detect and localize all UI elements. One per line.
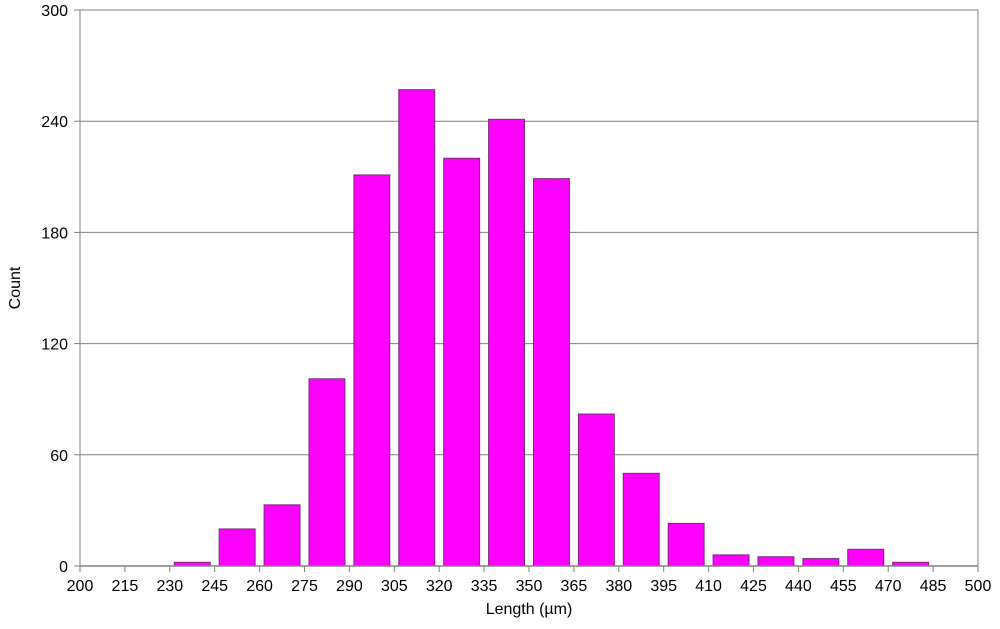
- x-tick-label: 260: [246, 578, 273, 595]
- plot-frame: [79, 9, 979, 567]
- bar: [802, 558, 840, 567]
- y-tick-label: 180: [41, 225, 68, 242]
- y-axis-label: Count: [7, 266, 24, 309]
- y-tick-label: 0: [59, 559, 68, 576]
- bar: [263, 504, 301, 567]
- bar: [532, 178, 570, 567]
- bar: [577, 413, 615, 567]
- x-tick-label: 320: [426, 578, 453, 595]
- x-tick-label: 395: [650, 578, 677, 595]
- bar: [443, 157, 481, 567]
- x-tick-label: 200: [67, 578, 94, 595]
- bar: [712, 554, 750, 567]
- y-tick-label: 120: [41, 337, 68, 354]
- x-tick-label: 425: [740, 578, 767, 595]
- bar: [667, 522, 705, 567]
- x-tick-label: 470: [875, 578, 902, 595]
- x-tick-label: 485: [920, 578, 947, 595]
- x-tick-label: 245: [201, 578, 228, 595]
- x-tick-label: 335: [471, 578, 498, 595]
- x-tick-labels: 200 215 230 245 260 275 290 305 320 335 350 365 380 3…: [67, 578, 992, 595]
- gridlines: [80, 9, 978, 456]
- x-tick-label: 440: [785, 578, 812, 595]
- x-tick-label: 365: [561, 578, 588, 595]
- bar: [353, 174, 391, 567]
- axes: [74, 9, 979, 572]
- bars: [173, 89, 930, 567]
- bar: [622, 472, 660, 567]
- bar: [847, 548, 885, 567]
- x-tick-label: 350: [516, 578, 543, 595]
- x-tick-label: 230: [156, 578, 183, 595]
- x-axis-label: Length (µm): [486, 601, 573, 618]
- x-tick-label: 410: [695, 578, 722, 595]
- x-tick-label: 290: [336, 578, 363, 595]
- bar: [488, 118, 526, 567]
- y-tick-labels: 0 60 120 180 240 300: [41, 3, 68, 576]
- bar: [218, 528, 256, 567]
- x-tick-label: 500: [965, 578, 992, 595]
- x-tick-label: 305: [381, 578, 408, 595]
- y-tick-label: 300: [41, 3, 68, 20]
- y-tick-label: 240: [41, 114, 68, 131]
- x-tick-label: 455: [830, 578, 857, 595]
- y-tick-label: 60: [50, 448, 68, 465]
- bar: [308, 378, 346, 567]
- bar: [757, 556, 795, 567]
- bar: [398, 89, 436, 567]
- x-tick-label: 275: [291, 578, 318, 595]
- x-tick-label: 215: [112, 578, 139, 595]
- x-tick-label: 380: [605, 578, 632, 595]
